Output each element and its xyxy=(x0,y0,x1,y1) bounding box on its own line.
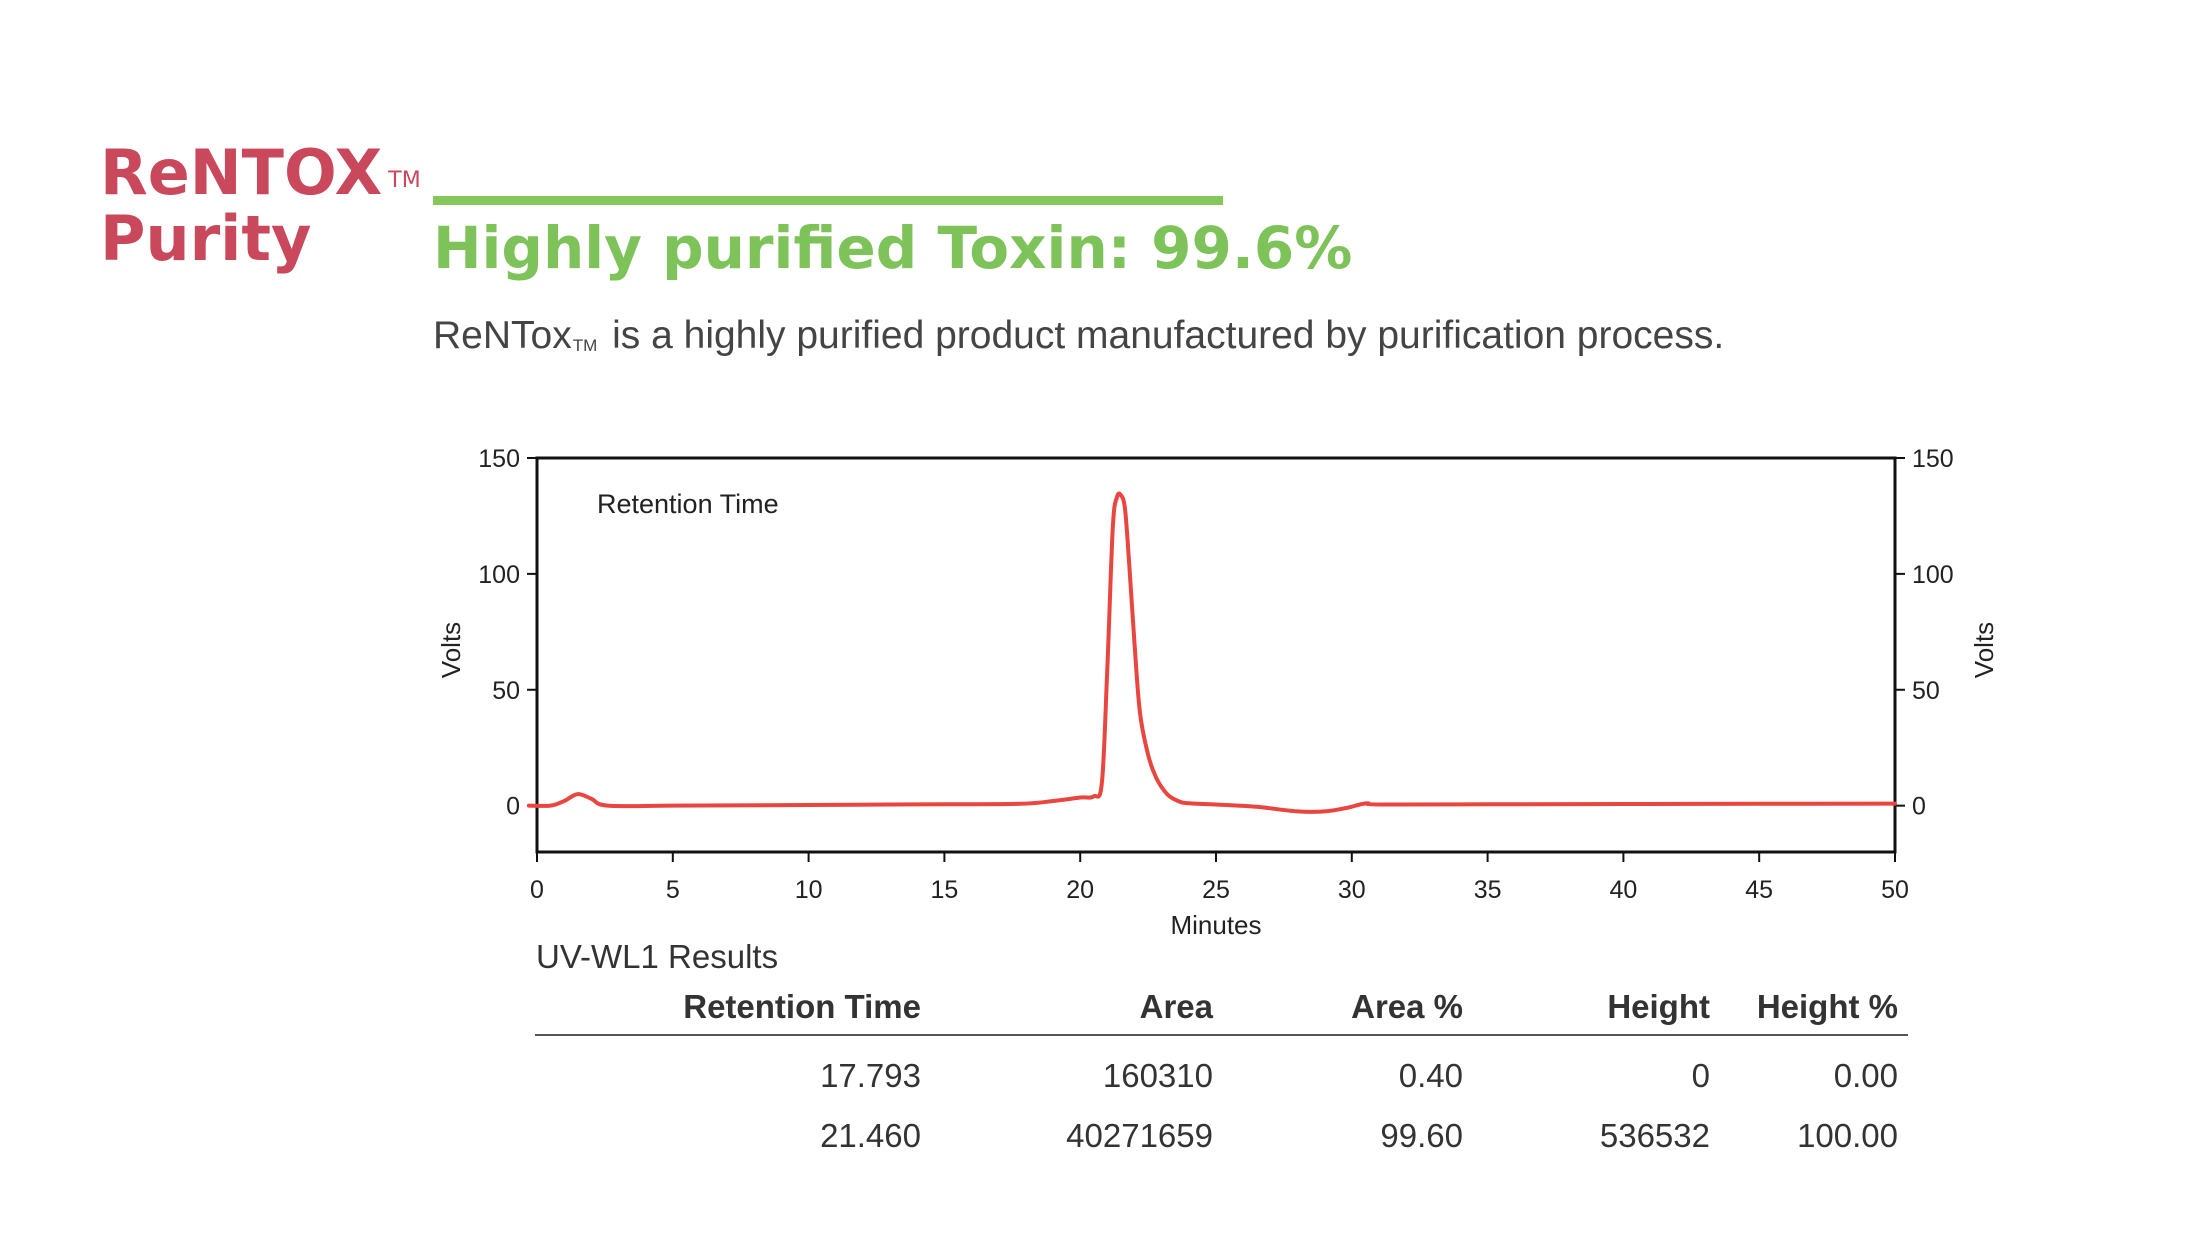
cell-height: 536532 xyxy=(1599,1117,1710,1154)
x-tick-label: 0 xyxy=(530,876,544,904)
col-height: Height xyxy=(1473,980,1720,1036)
y-tick-label-left: 150 xyxy=(478,445,520,473)
table-row: 17.793 160310 0.40 0 0.00 xyxy=(535,1035,1908,1106)
x-tick-label: 10 xyxy=(795,876,823,904)
brand-line-2: Purity xyxy=(100,202,312,275)
cell-area: 40271659 xyxy=(1066,1117,1213,1154)
chromatogram-trace xyxy=(526,491,1897,814)
y-tick-label-right: 100 xyxy=(1912,561,1954,589)
table-row: 21.460 40271659 99.60 536532 100.00 xyxy=(535,1106,1908,1166)
results-table: Retention Time Area Area % Height Height… xyxy=(535,980,1908,1166)
col-retention-time: Retention Time xyxy=(535,980,931,1036)
x-tick-label: 15 xyxy=(930,876,958,904)
brand-trademark: TM xyxy=(388,168,421,193)
y-axis-label-right: Volts xyxy=(1969,622,1999,678)
x-tick-label: 5 xyxy=(666,876,680,904)
y-tick-label-right: 0 xyxy=(1912,793,1926,821)
cell-area-percent: 99.60 xyxy=(1380,1117,1463,1154)
cell-height-percent: 0.00 xyxy=(1833,1057,1898,1094)
x-tick-label: 20 xyxy=(1066,876,1094,904)
y-tick-label-left: 50 xyxy=(492,677,520,705)
results-header-row: Retention Time Area Area % Height Height… xyxy=(535,980,1908,1036)
subtitle: ReNToxTM is a highly purified product ma… xyxy=(433,314,1725,357)
col-height-percent: Height % xyxy=(1720,980,1908,1036)
x-tick-label: 30 xyxy=(1338,876,1366,904)
headline-rule xyxy=(433,196,1223,205)
headline: Highly purified Toxin: 99.6% xyxy=(433,214,1353,282)
cell-height-percent: 100.00 xyxy=(1797,1117,1898,1154)
y-tick-label-left: 0 xyxy=(506,793,520,821)
x-tick-label: 40 xyxy=(1609,876,1637,904)
col-area: Area xyxy=(931,980,1223,1036)
retention-time-annotation: Retention Time xyxy=(597,489,779,519)
x-tick-label: 50 xyxy=(1881,876,1909,904)
y-tick-label-right: 150 xyxy=(1912,445,1954,473)
subtitle-trademark: TM xyxy=(572,336,598,355)
y-tick-label-left: 100 xyxy=(478,561,520,589)
cell-area-percent: 0.40 xyxy=(1398,1057,1463,1094)
cell-height: 0 xyxy=(1691,1057,1710,1094)
results-title: UV-WL1 Results xyxy=(536,938,779,975)
x-axis-label: Minutes xyxy=(1170,910,1261,940)
x-tick-label: 45 xyxy=(1745,876,1773,904)
cell-retention-time: 21.460 xyxy=(820,1117,921,1154)
col-area-percent: Area % xyxy=(1223,980,1473,1036)
brand-title: ReNTOX TM Purity xyxy=(100,140,421,272)
x-tick-label: 35 xyxy=(1474,876,1502,904)
y-tick-label-right: 50 xyxy=(1912,677,1940,705)
y-axis-label-left: Volts xyxy=(436,622,466,678)
cell-area: 160310 xyxy=(1102,1057,1213,1094)
brand-line-1: ReNTOX TM xyxy=(100,136,421,209)
cell-retention-time: 17.793 xyxy=(820,1057,921,1094)
x-tick-label: 25 xyxy=(1202,876,1230,904)
